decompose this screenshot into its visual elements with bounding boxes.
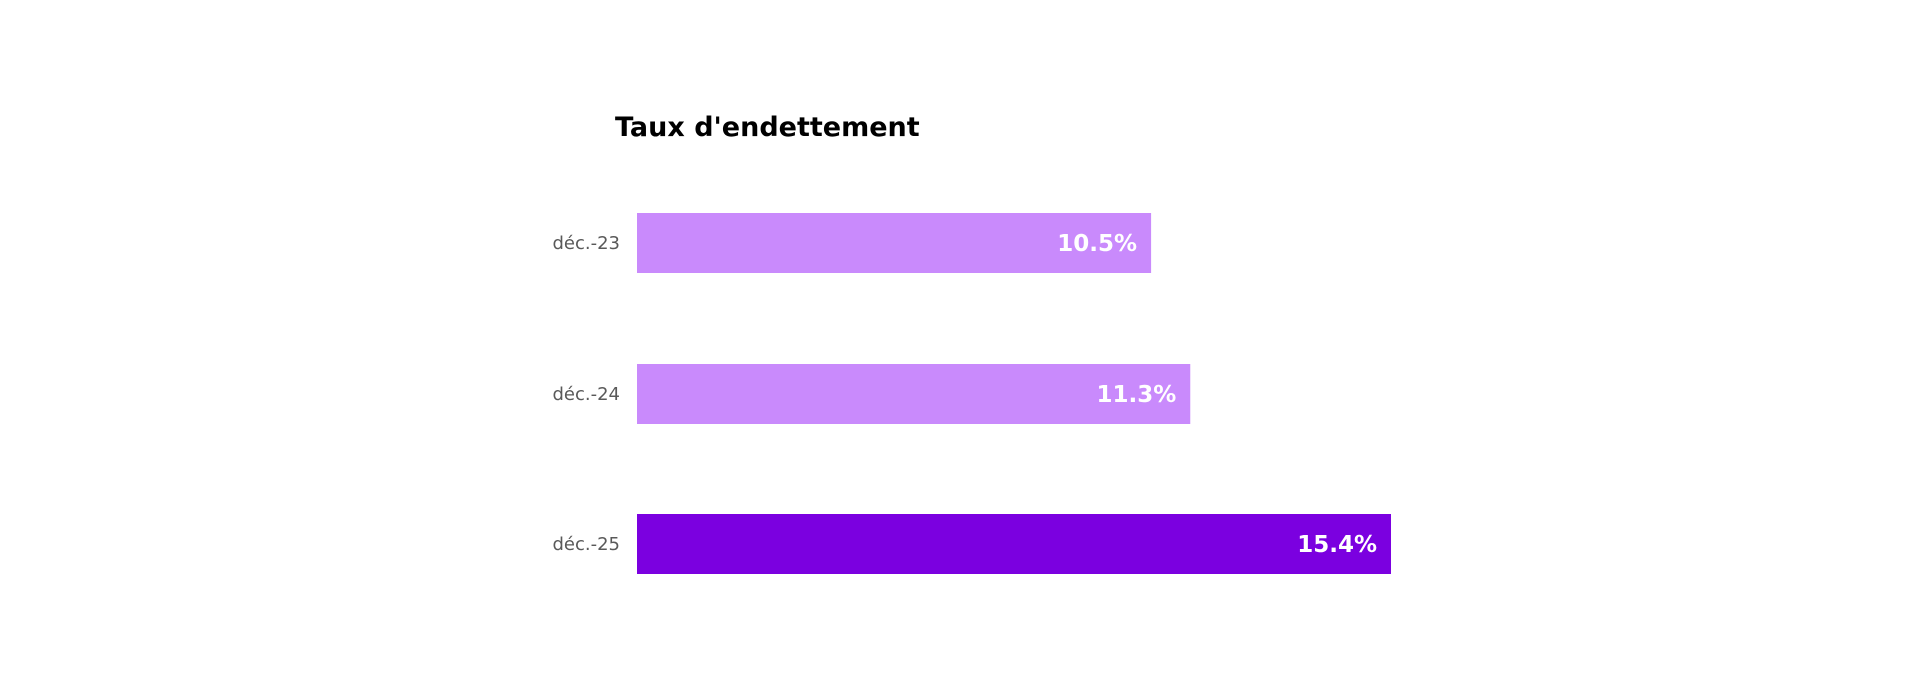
category-label: déc.-24 [552,384,620,405]
data-label: 10.5% [1057,231,1137,257]
category-label: déc.-23 [552,233,620,254]
category-label: déc.-25 [552,534,620,555]
data-label: 15.4% [1297,532,1377,558]
chart-title: Taux d'endettement [615,112,920,143]
data-label: 11.3% [1096,382,1176,408]
bar-déc.-25 [637,514,1391,574]
bar-déc.-23 [637,213,1152,273]
bar-déc.-24 [637,364,1191,424]
